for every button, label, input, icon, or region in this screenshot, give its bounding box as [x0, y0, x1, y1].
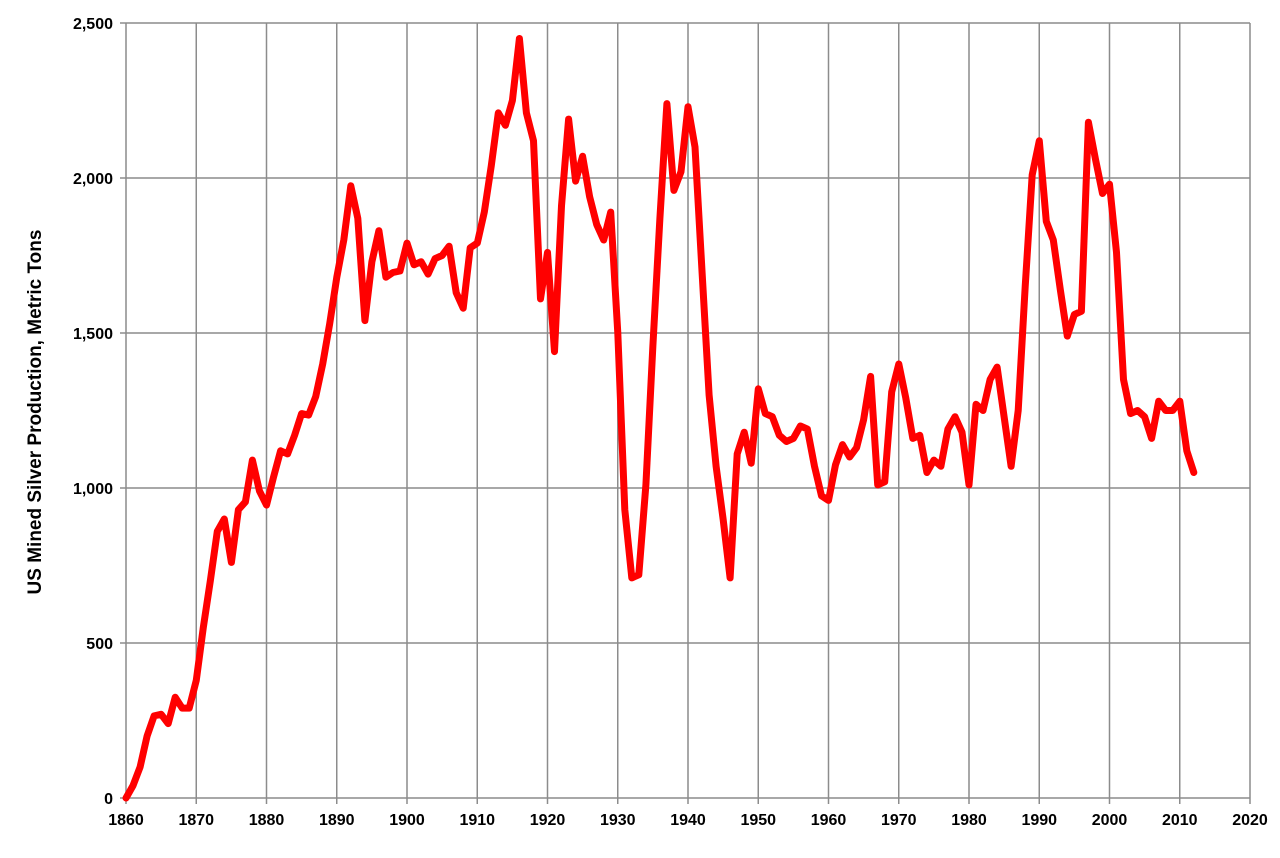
y-tick-label: 0: [104, 791, 113, 808]
x-tick-label: 1870: [178, 812, 214, 829]
y-tick-label: 2,500: [73, 16, 113, 33]
x-tick-label: 1910: [459, 812, 495, 829]
y-axis-label: US Mined Silver Production, Metric Tons: [25, 229, 46, 595]
x-tick-label: 2000: [1092, 812, 1128, 829]
y-tick-labels: 0 500 1,000 1,500 2,000 2,500: [73, 16, 113, 808]
x-tick-label: 2010: [1162, 812, 1198, 829]
series-line-0: [122, 35, 1198, 802]
x-tick-label: 1960: [811, 812, 847, 829]
x-tick-label: 1920: [530, 812, 566, 829]
x-tick-label: 1980: [951, 812, 987, 829]
y-tick-label: 1,000: [73, 481, 113, 498]
x-tick-label: 1950: [740, 812, 776, 829]
y-tick-label: 500: [86, 636, 113, 653]
x-tick-label: 1880: [249, 812, 285, 829]
y-tick-label: 2,000: [73, 171, 113, 188]
x-tick-label: 1860: [108, 812, 144, 829]
x-tick-label: 1970: [881, 812, 917, 829]
x-tick-labels: 1860 1870 1880 1890 1900 1910 1920 1930 1940 1950…: [108, 812, 1268, 829]
gridlines: [126, 22, 1251, 798]
x-tick-label: 1890: [319, 812, 355, 829]
series-layer: [122, 35, 1198, 802]
x-tick-label: 1940: [670, 812, 706, 829]
y-tick-label: 1,500: [73, 326, 113, 343]
x-tick-label: 1990: [1021, 812, 1057, 829]
x-tick-label: 2020: [1232, 812, 1268, 829]
x-tick-label: 1900: [389, 812, 425, 829]
x-tick-label: 1930: [600, 812, 636, 829]
